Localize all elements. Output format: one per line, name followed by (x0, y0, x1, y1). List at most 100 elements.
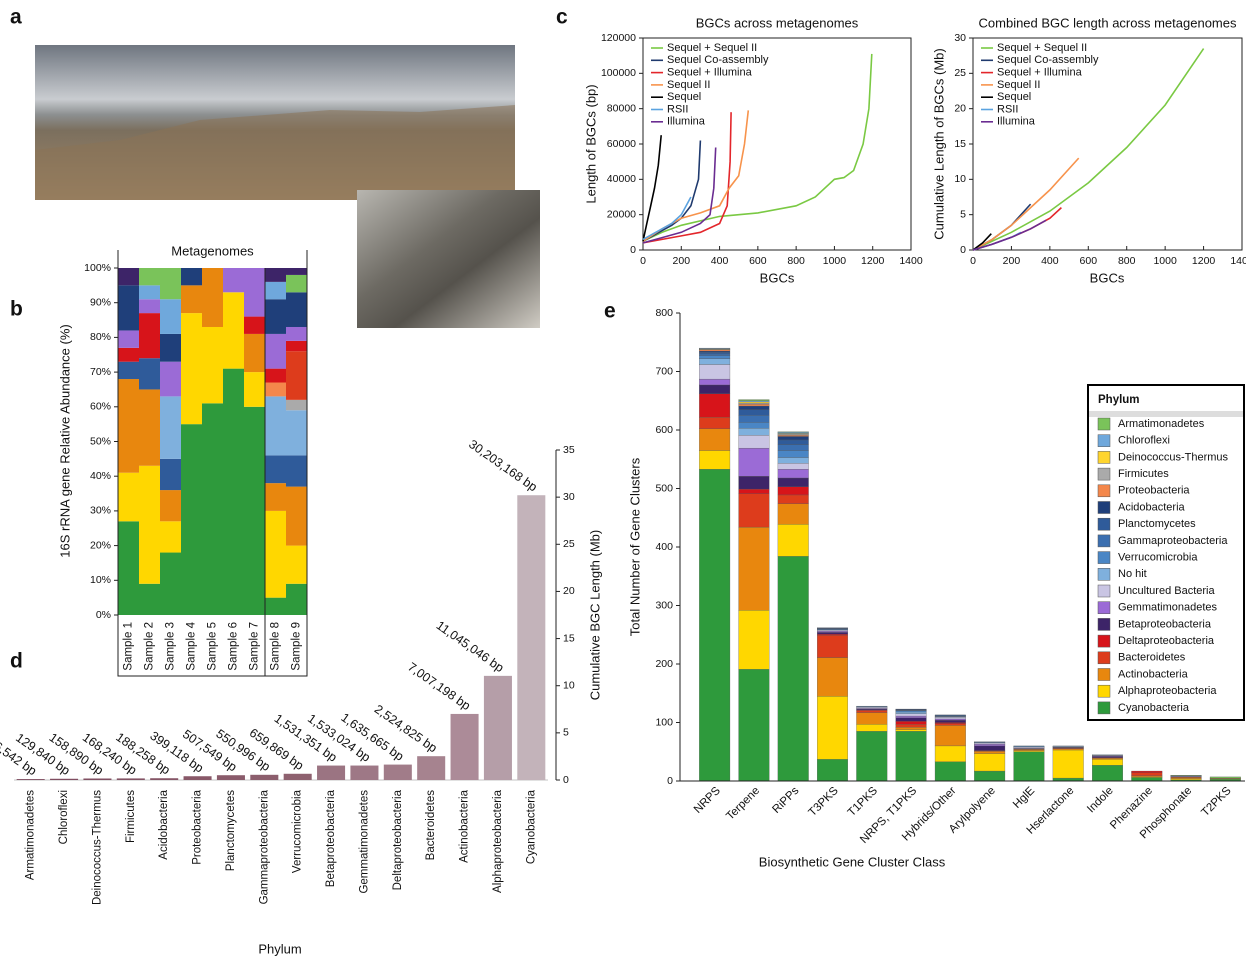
bar-segment (265, 396, 286, 456)
x-tick-label: 800 (787, 255, 805, 267)
bar-segment (286, 268, 307, 275)
bar-segment (286, 455, 307, 487)
legend-swatch (1097, 601, 1111, 614)
bar-segment (139, 465, 160, 584)
x-tick-label: Sample 7 (249, 622, 261, 671)
bar-segment (286, 292, 307, 327)
bar-segment (265, 483, 286, 511)
x-tick-label: 200 (1003, 255, 1021, 267)
bar-segment (817, 635, 848, 658)
legend-box (1087, 384, 1245, 721)
y-tick-label: 80% (90, 331, 111, 343)
y-tick-label: 30% (90, 505, 111, 517)
legend-label: Sequel II (667, 79, 710, 91)
bar (83, 778, 112, 780)
bar-segment (895, 727, 927, 730)
x-tick-label: 1400 (899, 255, 923, 267)
legend-label: Sequel + Sequel II (997, 42, 1087, 54)
bar-segment (1092, 754, 1123, 756)
bar (283, 773, 312, 780)
y-tick-label: 100000 (601, 67, 636, 79)
y-tick-label: 10 (563, 679, 575, 691)
bar-segment (777, 556, 809, 782)
y-tick-label: 15 (954, 138, 966, 150)
bar-segment (777, 494, 809, 504)
y-tick-label: 20% (90, 539, 111, 551)
y-tick-label: 100 (655, 716, 673, 728)
y-axis-label: Cumulative Length of BGCs (Mb) (931, 48, 946, 239)
bar-segment (777, 433, 809, 436)
panel-box (117, 250, 308, 677)
bar (250, 774, 279, 780)
legend-label: Gammaproteobacteria (1118, 535, 1228, 547)
bar-segment (139, 583, 160, 615)
bar-segment (286, 486, 307, 546)
bar-segment (181, 285, 202, 314)
bar-segment (895, 717, 927, 722)
y-tick-label: 80000 (607, 102, 636, 114)
value-label: 7,007,198 bp (405, 660, 473, 713)
bar-segment (265, 597, 286, 615)
bar-segment (699, 353, 731, 356)
legend-label: Sequel + Illumina (667, 67, 753, 79)
bar-segment (738, 428, 770, 436)
bar-segment (934, 717, 966, 720)
x-tick-label: 1000 (823, 255, 847, 267)
y-tick-label: 50% (90, 435, 111, 447)
bar-segment (974, 743, 1006, 747)
y-tick-label: 10% (90, 574, 111, 586)
bar-segment (934, 714, 966, 716)
legend-label: Sequel Co-assembly (997, 54, 1099, 66)
y-tick-label: 30 (563, 491, 575, 503)
legend-label: Illumina (667, 116, 706, 128)
bar-segment (1013, 750, 1045, 752)
line-series (972, 233, 992, 251)
x-tick-label: T3PKS (807, 785, 841, 819)
bar-segment (202, 268, 223, 327)
panel-label: c (556, 6, 568, 29)
bar-segment (777, 439, 809, 445)
x-axis-label: BGCs (1090, 270, 1125, 285)
bar-segment (974, 745, 1006, 751)
y-tick-label: 20 (954, 102, 966, 114)
bar-segment (895, 711, 927, 714)
x-tick-label: Alphaproteobacteria (492, 789, 504, 893)
y-tick-label: 40000 (607, 173, 636, 185)
legend-label: Chloroflexi (1118, 435, 1170, 447)
bar-segment (265, 281, 286, 300)
legend-label: Deltaproteobacteria (1118, 635, 1215, 647)
bar-segment (265, 455, 286, 484)
legend-swatch (1097, 701, 1111, 715)
bar-segment (160, 521, 181, 553)
bar-segment (777, 435, 809, 437)
bar-segment (895, 713, 927, 717)
bar-segment (738, 405, 770, 410)
x-tick-label: 0 (640, 255, 646, 267)
y-tick-label: 30 (954, 32, 966, 44)
y-tick-label: 35 (563, 444, 575, 456)
y-tick-label: 60% (90, 401, 111, 413)
bar-segment (777, 503, 809, 525)
bar-segment (738, 399, 770, 401)
bar-segment (286, 545, 307, 584)
x-tick-label: 1200 (1192, 255, 1216, 267)
bar (150, 778, 179, 780)
bar-segment (738, 447, 770, 477)
bar-segment (160, 268, 181, 300)
bar-segment (1209, 776, 1241, 779)
legend-label: Armatimonadetes (1118, 418, 1205, 430)
y-tick-label: 15 (563, 632, 575, 644)
x-tick-label: Sample 2 (144, 622, 156, 671)
bar-segment (738, 493, 770, 528)
line-series (642, 53, 873, 242)
bar-segment (934, 745, 966, 762)
line-series (972, 48, 1205, 251)
x-tick-label: 400 (711, 255, 729, 267)
bar-segment (856, 724, 888, 732)
bar-segment (1013, 746, 1045, 749)
x-tick-label: Cyanobacteria (525, 789, 537, 864)
bar-segment (974, 751, 1006, 754)
legend-label: Uncultured Bacteria (1118, 585, 1215, 597)
bar-segment (160, 490, 181, 522)
bar-segment (895, 721, 927, 725)
